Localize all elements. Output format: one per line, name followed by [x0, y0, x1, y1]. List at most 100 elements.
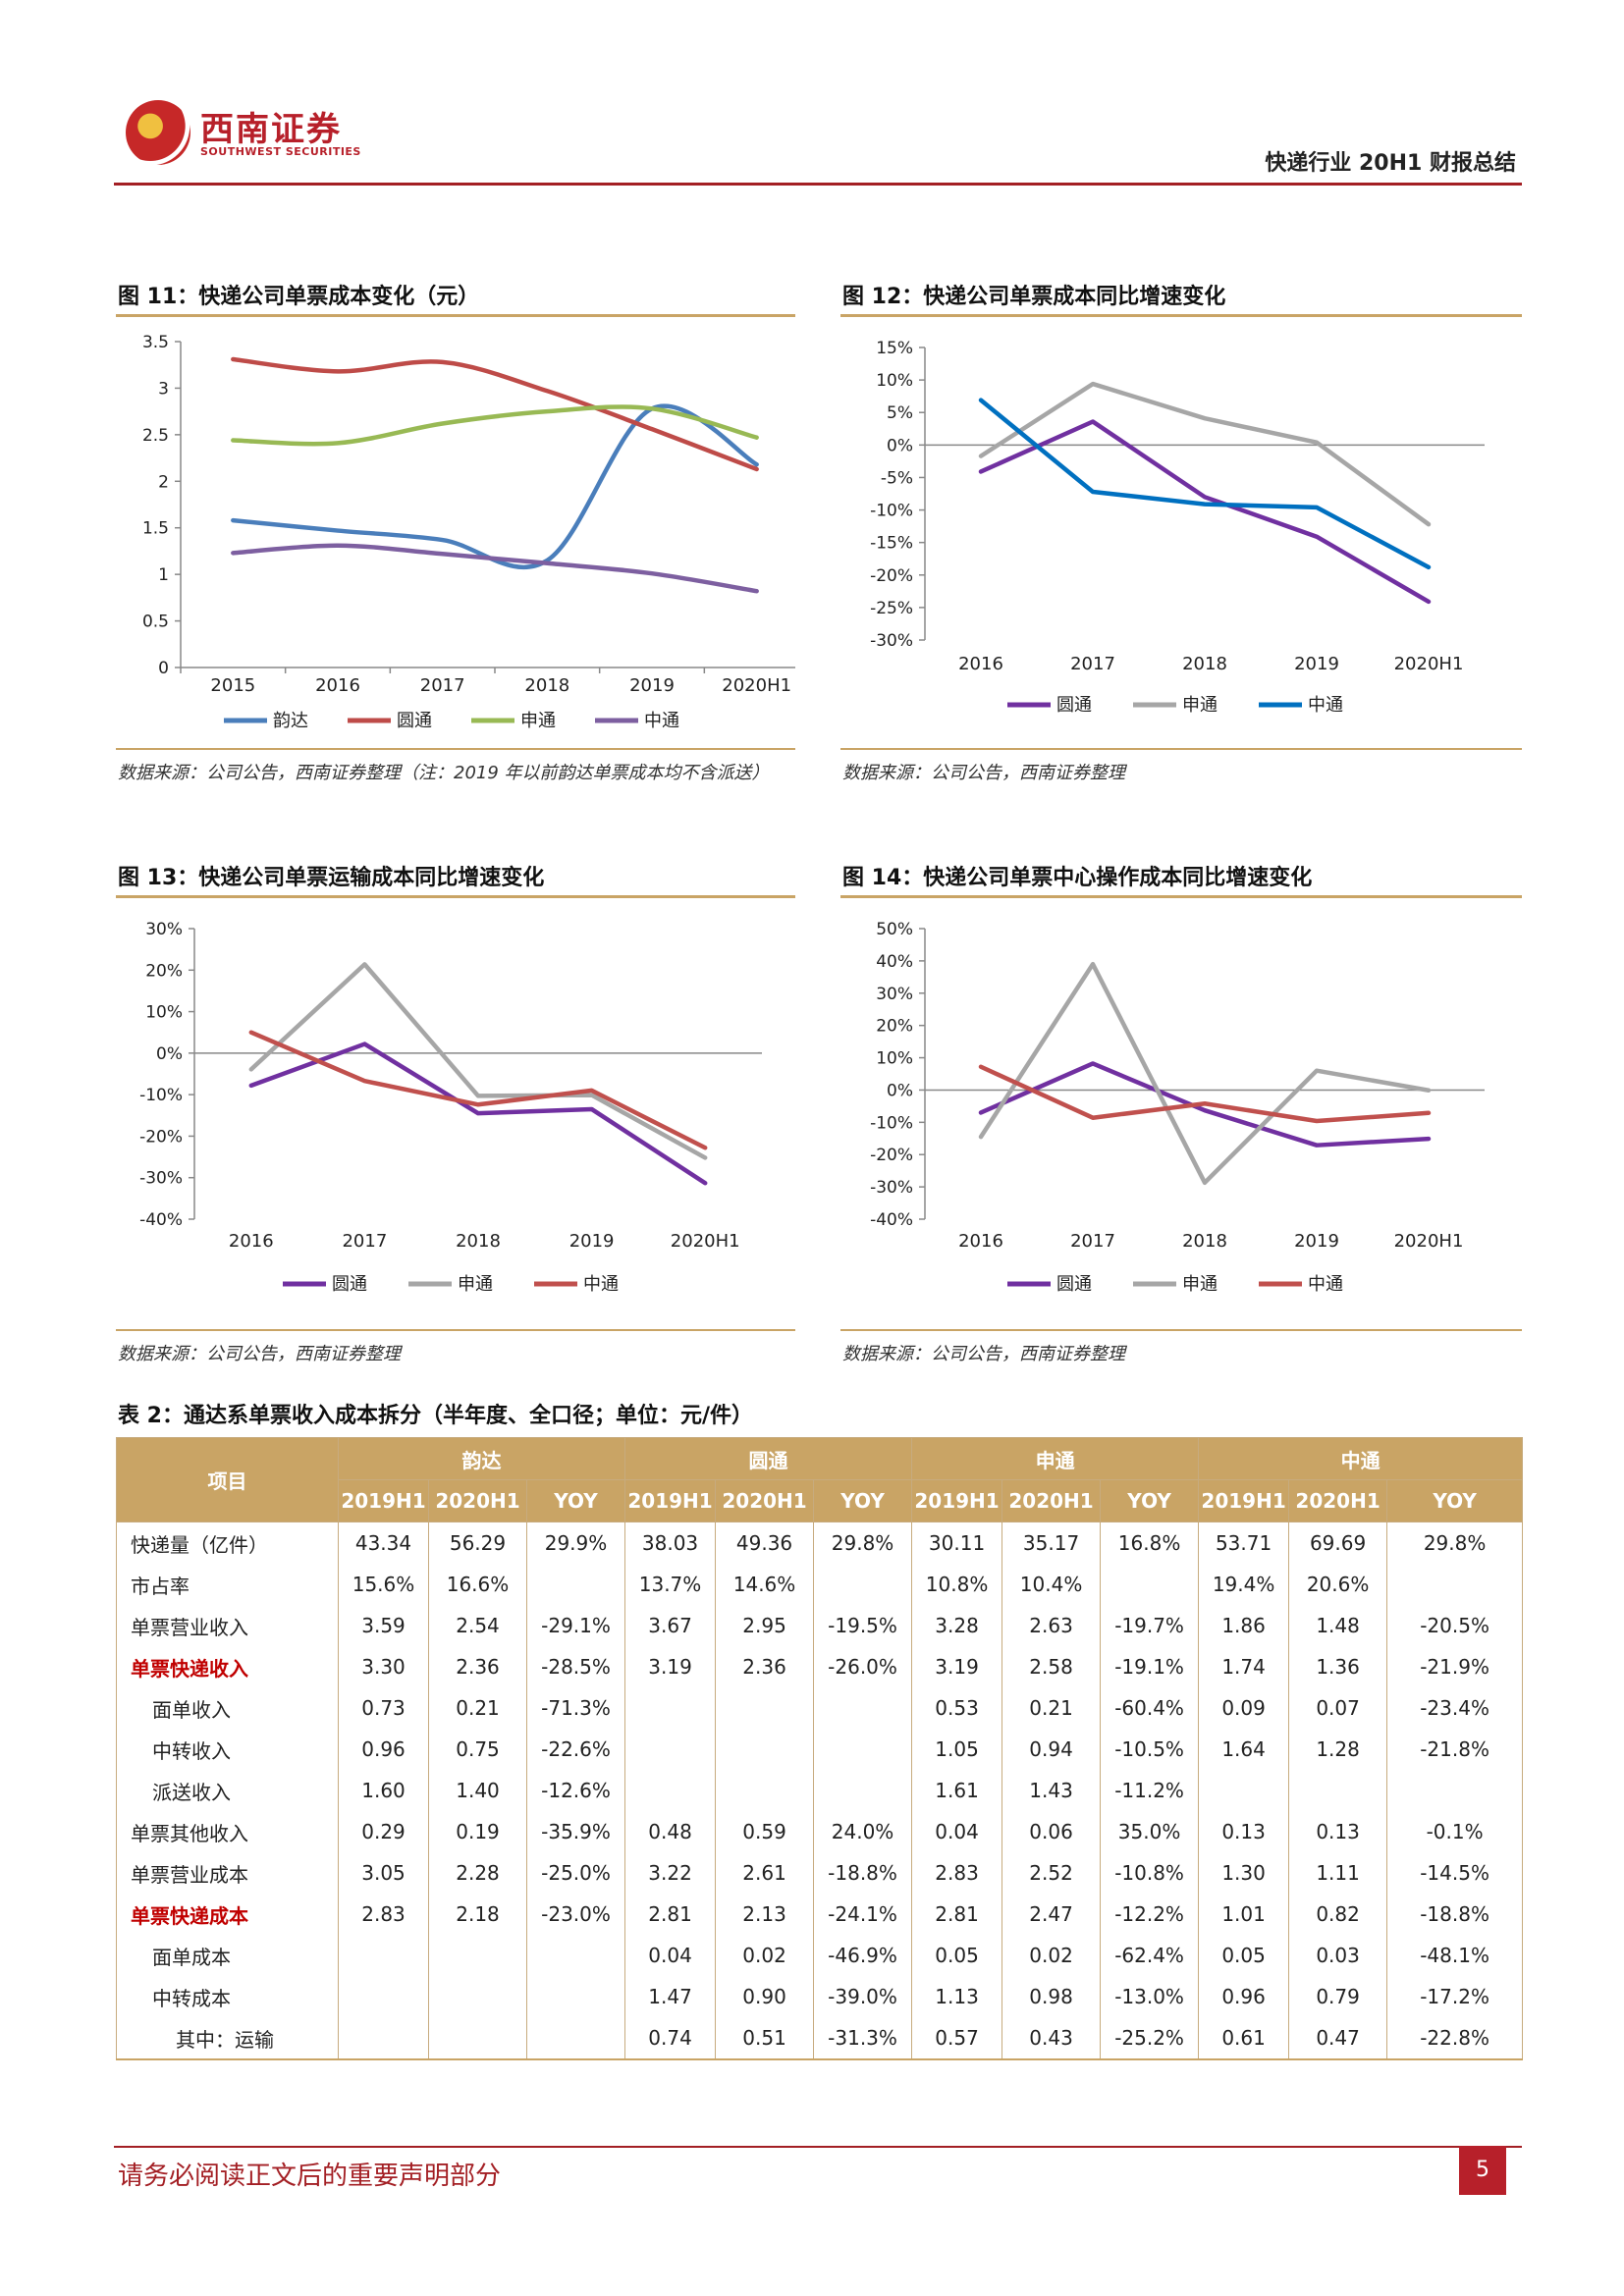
- table-header-period: 2019H1: [624, 1479, 717, 1522]
- row-label: 中转成本: [116, 1976, 339, 2017]
- table-cell: 29.8%: [1386, 1522, 1524, 1564]
- table-cell: -48.1%: [1386, 1935, 1524, 1976]
- table-header-period: 2020H1: [428, 1479, 527, 1522]
- table-cell: -31.3%: [813, 2017, 913, 2060]
- table-header-period: 2020H1: [715, 1479, 815, 1522]
- table-cell: [715, 1729, 815, 1770]
- legend-label: 申通: [1182, 1274, 1218, 1295]
- table-cell: -35.9%: [525, 1811, 626, 1852]
- table-header-period: 2019H1: [1198, 1479, 1290, 1522]
- series-line-中通: [231, 543, 759, 594]
- table-cell: 1.05: [911, 1729, 1003, 1770]
- x-tick-label: 2017: [342, 1231, 387, 1252]
- figure-12-top-rule: [840, 314, 1522, 317]
- table-cell: 3.19: [624, 1646, 717, 1687]
- table-row: 中转收入 0.96 0.75 -22.6% 1.05 0.94 -10.5% 1.64 1.28…: [116, 1729, 1524, 1770]
- table-cell: 38.03: [624, 1522, 717, 1564]
- logo-subtext: SOUTHWEST SECURITIES: [200, 145, 361, 158]
- table-cell: 10.8%: [911, 1564, 1003, 1605]
- table-cell: -26.0%: [813, 1646, 913, 1687]
- table-cell: 2.54: [428, 1605, 527, 1646]
- table-cell: 2.52: [1001, 1852, 1102, 1894]
- table-header-row-groups: 项目 韵达 圆通 申通 中通: [116, 1437, 1524, 1522]
- table-cell: 2.81: [624, 1894, 717, 1935]
- table-cell: 0.04: [911, 1811, 1003, 1852]
- x-tick-label: 2017: [1070, 654, 1115, 674]
- table-cell: 2.83: [338, 1894, 429, 1935]
- table-header-period: 2019H1: [338, 1479, 429, 1522]
- figure-14-top-rule: [840, 895, 1522, 898]
- table-cell: 2.36: [428, 1646, 527, 1687]
- figure-13-bottom-rule: [116, 1329, 795, 1331]
- table-header-group: 申通: [911, 1437, 1200, 1480]
- table-cell: 24.0%: [813, 1811, 913, 1852]
- row-label: 单票快递成本: [116, 1894, 339, 1935]
- table-cell: -13.0%: [1100, 1976, 1200, 2017]
- table-cell: 0.04: [624, 1935, 717, 1976]
- table-cell: 1.11: [1288, 1852, 1388, 1894]
- figure-14-title: 图 14：快递公司单票中心操作成本同比增速变化: [842, 866, 1313, 890]
- y-tick-label: -40%: [139, 1210, 183, 1230]
- table-cell: -46.9%: [813, 1935, 913, 1976]
- table-cell: 3.05: [338, 1852, 429, 1894]
- table-cell: [428, 1976, 527, 2017]
- table-cell: [1198, 1770, 1290, 1811]
- figure-11-top-rule: [116, 314, 795, 317]
- table-cell: -18.8%: [813, 1852, 913, 1894]
- table-cell: [428, 2017, 527, 2060]
- table-header-row-periods: 2019H1 2020H1 YOY 2019H1 2020H1 YOY 2019H1 2020…: [117, 1479, 1524, 1522]
- table-cell: 0.96: [338, 1729, 429, 1770]
- table-cell: -25.2%: [1100, 2017, 1200, 2060]
- table-cell: 3.22: [624, 1852, 717, 1894]
- x-tick-label: 2020H1: [1394, 654, 1464, 674]
- table-cell: [715, 1687, 815, 1729]
- row-label: 市占率: [116, 1564, 339, 1605]
- table-cell: -20.5%: [1386, 1605, 1524, 1646]
- x-tick-label: 2016: [315, 675, 360, 696]
- table-cell: 2.63: [1001, 1605, 1102, 1646]
- x-tick-label: 2016: [958, 1231, 1003, 1252]
- y-tick-label: -25%: [870, 599, 913, 618]
- table-cell: -22.6%: [525, 1729, 626, 1770]
- table-cell: -19.5%: [813, 1605, 913, 1646]
- y-tick-label: 0.5: [142, 613, 169, 632]
- table-cell: -21.8%: [1386, 1729, 1524, 1770]
- table-cell: 43.34: [338, 1522, 429, 1564]
- series-line-申通: [978, 961, 1432, 1186]
- table-cell: 20.6%: [1288, 1564, 1388, 1605]
- table-cell: -23.0%: [525, 1894, 626, 1935]
- x-tick-label: 2018: [456, 1231, 501, 1252]
- table-cell: 1.60: [338, 1770, 429, 1811]
- table-cell: 3.59: [338, 1605, 429, 1646]
- table-cell: 14.6%: [715, 1564, 815, 1605]
- row-label: 面单成本: [116, 1935, 339, 1976]
- y-tick-label: 30%: [145, 920, 183, 939]
- table-cell: 0.13: [1288, 1811, 1388, 1852]
- y-tick-label: 10%: [876, 1049, 913, 1069]
- report-title: 快递行业 20H1 财报总结: [1265, 151, 1516, 176]
- x-tick-label: 2019: [629, 675, 675, 696]
- table-2-title: 表 2：通达系单票收入成本拆分（半年度、全口径；单位：元/件）: [118, 1404, 754, 1428]
- legend-label: 中通: [644, 711, 679, 731]
- table-cell: 53.71: [1198, 1522, 1290, 1564]
- table-cell: [428, 1935, 527, 1976]
- table-row: 单票营业收入 3.59 2.54 -29.1% 3.67 2.95 -19.5% 3.28 2.…: [116, 1605, 1524, 1646]
- table-cell: 0.61: [1198, 2017, 1290, 2060]
- table-cell: 0.06: [1001, 1811, 1102, 1852]
- x-tick-label: 2020H1: [722, 675, 791, 696]
- table-cell: 0.43: [1001, 2017, 1102, 2060]
- table-cell: -10.8%: [1100, 1852, 1200, 1894]
- table-cell: 19.4%: [1198, 1564, 1290, 1605]
- figure-13-title: 图 13：快递公司单票运输成本同比增速变化: [118, 866, 545, 890]
- y-tick-label: -40%: [870, 1210, 913, 1230]
- table-cell: 29.8%: [813, 1522, 913, 1564]
- row-label: 单票营业收入: [116, 1605, 339, 1646]
- table-cell: [1100, 1564, 1200, 1605]
- table-cell: 0.09: [1198, 1687, 1290, 1729]
- y-tick-label: -20%: [870, 1146, 913, 1165]
- table-row: 市占率 15.6% 16.6% 13.7% 14.6% 10.8% 10.4% 19.4% 20…: [116, 1564, 1524, 1605]
- legend-label: 圆通: [332, 1274, 367, 1295]
- table-cell: 0.53: [911, 1687, 1003, 1729]
- x-tick-label: 2020H1: [671, 1231, 740, 1252]
- table-row: 派送收入 1.60 1.40 -12.6% 1.61 1.43 -11.2%: [116, 1770, 1524, 1811]
